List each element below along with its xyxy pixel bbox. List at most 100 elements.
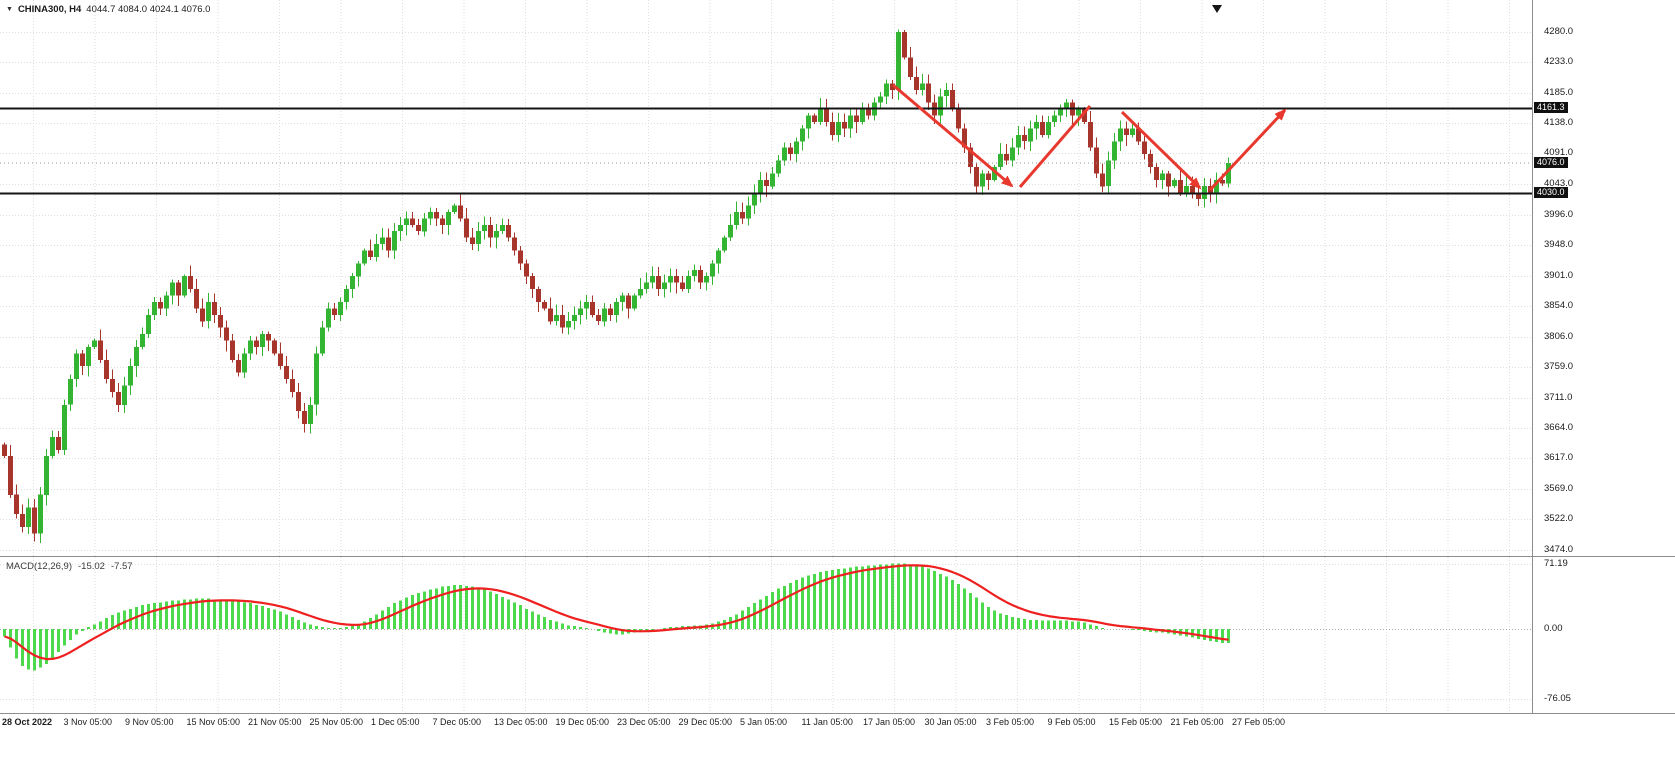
price-tick-label: 3854.0 [1544,299,1574,311]
candle [74,353,79,379]
time-tick-label: 9 Nov 05:00 [125,717,174,727]
price-axis-separator [1532,0,1533,714]
candle [242,353,247,373]
candle [1220,179,1225,184]
candle [224,327,229,341]
candle [650,276,655,283]
macd-tick-label: -76.05 [1544,692,1571,704]
trend-arrow-1[interactable] [892,83,1014,188]
price-tick-label: 4138.0 [1544,117,1574,129]
macd-grid-lines [0,557,1532,713]
candle [188,276,193,290]
candle [782,147,787,161]
candle [1010,147,1015,161]
chart-title-overlay: ▼ CHINA300, H4 4044.7 4084.0 4024.1 4076… [6,4,210,15]
time-tick-label: 5 Jan 05:00 [740,717,788,727]
candle [860,109,865,122]
candle [968,147,973,167]
candle [254,340,259,347]
candle [734,212,739,225]
candle [434,212,439,219]
candle [152,301,157,315]
candle [1094,147,1099,174]
candle [206,301,211,322]
time-tick-label: 30 Jan 05:00 [924,717,977,727]
candle [182,276,187,296]
candle [368,250,373,257]
candle [1178,179,1183,193]
candle [392,231,397,251]
candle [362,250,367,264]
price-tick-label: 4043.0 [1544,178,1574,190]
candle [1016,134,1021,148]
time-tick-label: 7 Dec 05:00 [432,717,482,727]
candle [566,321,571,328]
candlestick-chart[interactable] [0,0,1532,556]
candle [824,109,829,122]
candle [296,391,301,412]
candle [812,115,817,122]
candle [218,314,223,328]
resistance-level-tag: 4161.3 [1534,102,1568,114]
candle [428,212,433,219]
candle [98,340,103,360]
candle [50,436,55,457]
time-tick-label: 17 Jan 05:00 [863,717,916,727]
candle [674,276,679,283]
candle [836,122,841,135]
candle [794,141,799,155]
macd-indicator-panel[interactable] [0,557,1532,713]
candle [1166,173,1171,187]
candle [728,224,733,238]
candle [350,276,355,290]
time-tick-label: 29 Dec 05:00 [678,717,733,727]
symbol-dropdown-icon[interactable]: ▼ [6,6,13,13]
macd-indicator-label: MACD(12,26,9) -15.02 -7.57 [6,561,133,572]
candle [62,404,67,450]
candle [740,212,745,219]
price-tick-label: 3806.0 [1544,330,1574,342]
price-tick-label: 3569.0 [1544,482,1574,494]
grid-lines [0,0,1532,556]
trend-arrow-4[interactable] [1208,108,1287,192]
candle [14,494,19,514]
price-tick-label: 4091.0 [1544,147,1574,159]
macd-histogram [3,563,1230,671]
price-tick-label: 4233.0 [1544,56,1574,68]
candle [230,340,235,360]
candle [290,379,295,392]
candle [320,327,325,354]
candle [44,456,49,495]
candle [1130,128,1135,135]
time-tick-label: 1 Dec 05:00 [371,717,420,727]
candle [1064,102,1069,110]
candle [494,231,499,238]
panel-separator[interactable] [0,556,1675,557]
trend-arrow-2[interactable] [1018,105,1092,188]
symbol-timeframe-label: CHINA300, H4 [17,4,82,15]
candle [878,96,883,103]
candle [752,192,757,206]
candle [920,83,925,90]
candle [26,507,31,527]
trend-arrow-3[interactable] [1120,110,1202,190]
candle [500,224,505,232]
chart-shift-marker[interactable] [1212,5,1222,13]
candle [116,391,121,405]
candle [200,308,205,322]
candle [662,282,667,289]
candle [980,173,985,187]
candle [560,314,565,328]
ohlc-values: 4044.7 4084.0 4024.1 4076.0 [86,4,211,15]
candle [404,218,409,225]
time-tick-label: 15 Feb 05:00 [1109,717,1163,727]
candle [32,507,37,534]
candle [194,289,199,309]
candle [548,308,553,322]
candle [746,205,751,219]
price-tick-label: 3474.0 [1544,544,1574,555]
candle [20,514,25,527]
time-tick-label: 25 Nov 05:00 [309,717,364,727]
macd-current-value: -15.02 [78,561,105,572]
